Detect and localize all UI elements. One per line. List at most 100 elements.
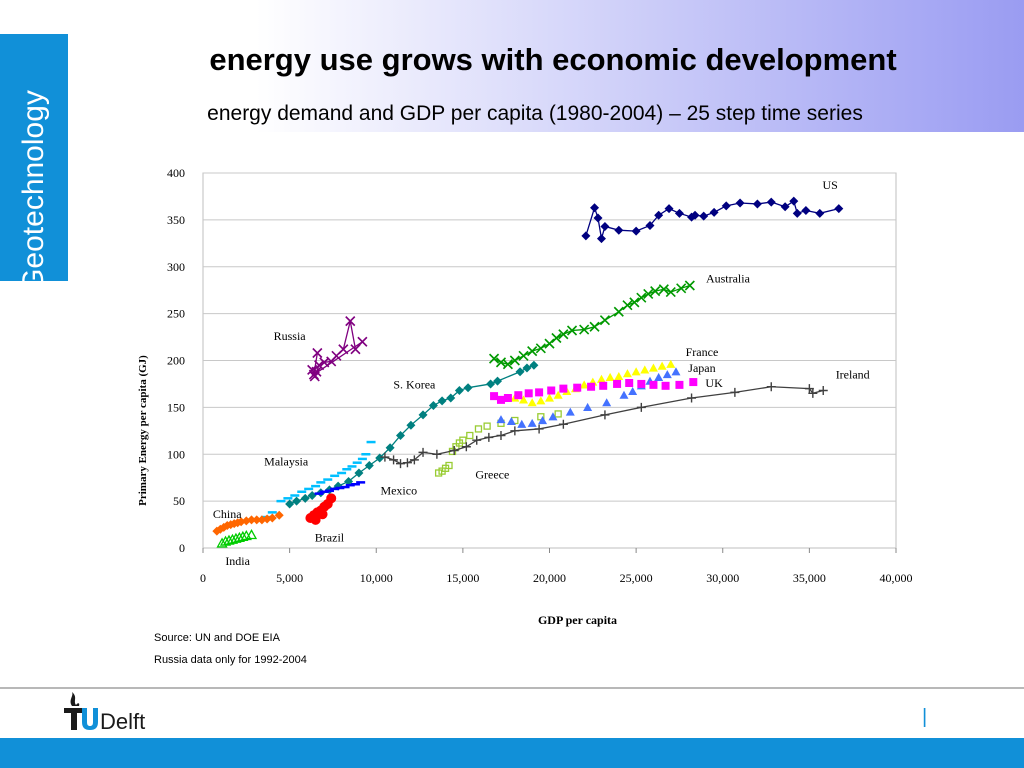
y-tick-label: 50 [173, 494, 185, 508]
greece-point [474, 425, 483, 433]
japan-point [628, 386, 638, 396]
x-axis-label: GDP per capita [538, 613, 617, 627]
ireland-point [432, 449, 442, 459]
s-korea-point [300, 493, 310, 503]
uk-point [599, 381, 608, 390]
uk-point [490, 392, 499, 401]
s-korea-point [292, 496, 302, 506]
india-point [223, 534, 235, 545]
us-point [801, 206, 811, 215]
y-tick-label: 350 [167, 213, 185, 227]
footer-bar [0, 738, 1024, 768]
australia-point [613, 306, 624, 317]
ireland-point [818, 386, 828, 395]
russia-label: Russia [274, 329, 307, 343]
us-point [614, 225, 624, 235]
ireland-point [808, 388, 818, 398]
japan-point [565, 407, 575, 416]
s-korea-point [285, 499, 295, 509]
y-axis-label: Primary Energy per capita (GJ) [137, 355, 149, 506]
france-point [614, 371, 624, 381]
uk-point [625, 379, 634, 387]
header-background [0, 0, 1024, 132]
india-point [226, 533, 239, 544]
china-label: China [213, 507, 242, 521]
russia-data-note: Russia data only for 1992-2004 [154, 654, 307, 666]
australia-point [558, 329, 569, 340]
x-tick-label: 5,000 [276, 571, 303, 585]
s-korea-point [344, 476, 354, 486]
japan-point [671, 367, 681, 376]
japan-label: Japan [688, 361, 715, 375]
ireland-point [409, 455, 419, 465]
y-tick-label: 150 [167, 400, 185, 414]
us-point [690, 210, 700, 220]
s-korea-point [354, 468, 364, 478]
india-point [216, 537, 228, 548]
france-point [519, 395, 529, 404]
s-korea-label: S. Korea [393, 378, 436, 392]
uk-point [661, 381, 670, 390]
russia-point [345, 316, 356, 327]
australia-point [599, 315, 611, 326]
ireland-point [389, 455, 399, 465]
india-point [245, 529, 258, 540]
uk-point [675, 380, 684, 389]
ireland-point [600, 410, 610, 420]
uk-label: UK [705, 376, 723, 390]
ireland-label: Ireland [836, 367, 870, 381]
japan-point [654, 372, 664, 381]
greece-point [554, 410, 562, 418]
russia-point [314, 360, 325, 371]
slide-title: energy use grows with economic developme… [209, 42, 897, 77]
australia-point [650, 286, 661, 297]
s-korea-point [515, 367, 525, 377]
uk-point [503, 394, 512, 402]
australia-point [551, 332, 562, 344]
s-korea-point [522, 363, 532, 373]
japan-point [517, 419, 527, 428]
ireland-point [496, 431, 506, 440]
footer-separator: | [922, 706, 928, 728]
france-point [536, 396, 546, 405]
uk-point [689, 378, 698, 387]
x-tick-label: 0 [200, 571, 206, 585]
s-korea-point [446, 393, 456, 403]
ireland-point [402, 458, 412, 468]
japan-point [538, 416, 548, 425]
france-point [666, 359, 676, 368]
ireland-point [510, 426, 520, 436]
australia-point [544, 338, 555, 349]
russia-point [338, 344, 349, 355]
india-point [219, 535, 232, 546]
india-point [230, 532, 242, 543]
france-point [553, 390, 563, 399]
us-label: US [822, 178, 837, 192]
ireland-point [766, 382, 776, 392]
y-tick-label: 100 [167, 447, 185, 461]
france-point [622, 369, 632, 378]
greece-point [483, 422, 491, 430]
australia-point [658, 284, 669, 295]
us-point [735, 198, 745, 208]
france-point [631, 367, 641, 376]
ireland-point [558, 419, 568, 429]
uk-point [587, 382, 596, 391]
china-point [274, 510, 284, 520]
us-point [596, 234, 606, 244]
us-point [780, 202, 790, 212]
brazil-point [326, 493, 337, 504]
russia-point [357, 336, 368, 347]
greece-label: Greece [475, 468, 509, 482]
australia-point [684, 280, 695, 291]
ireland-point [534, 424, 544, 434]
australia-point [535, 343, 546, 354]
us-point [792, 208, 802, 218]
japan-point [662, 370, 672, 379]
greece-point [459, 436, 467, 444]
us-point [631, 226, 641, 236]
france-label: France [686, 345, 719, 359]
france-point [648, 363, 658, 372]
australia-point [566, 325, 578, 336]
uk-point [637, 379, 646, 388]
